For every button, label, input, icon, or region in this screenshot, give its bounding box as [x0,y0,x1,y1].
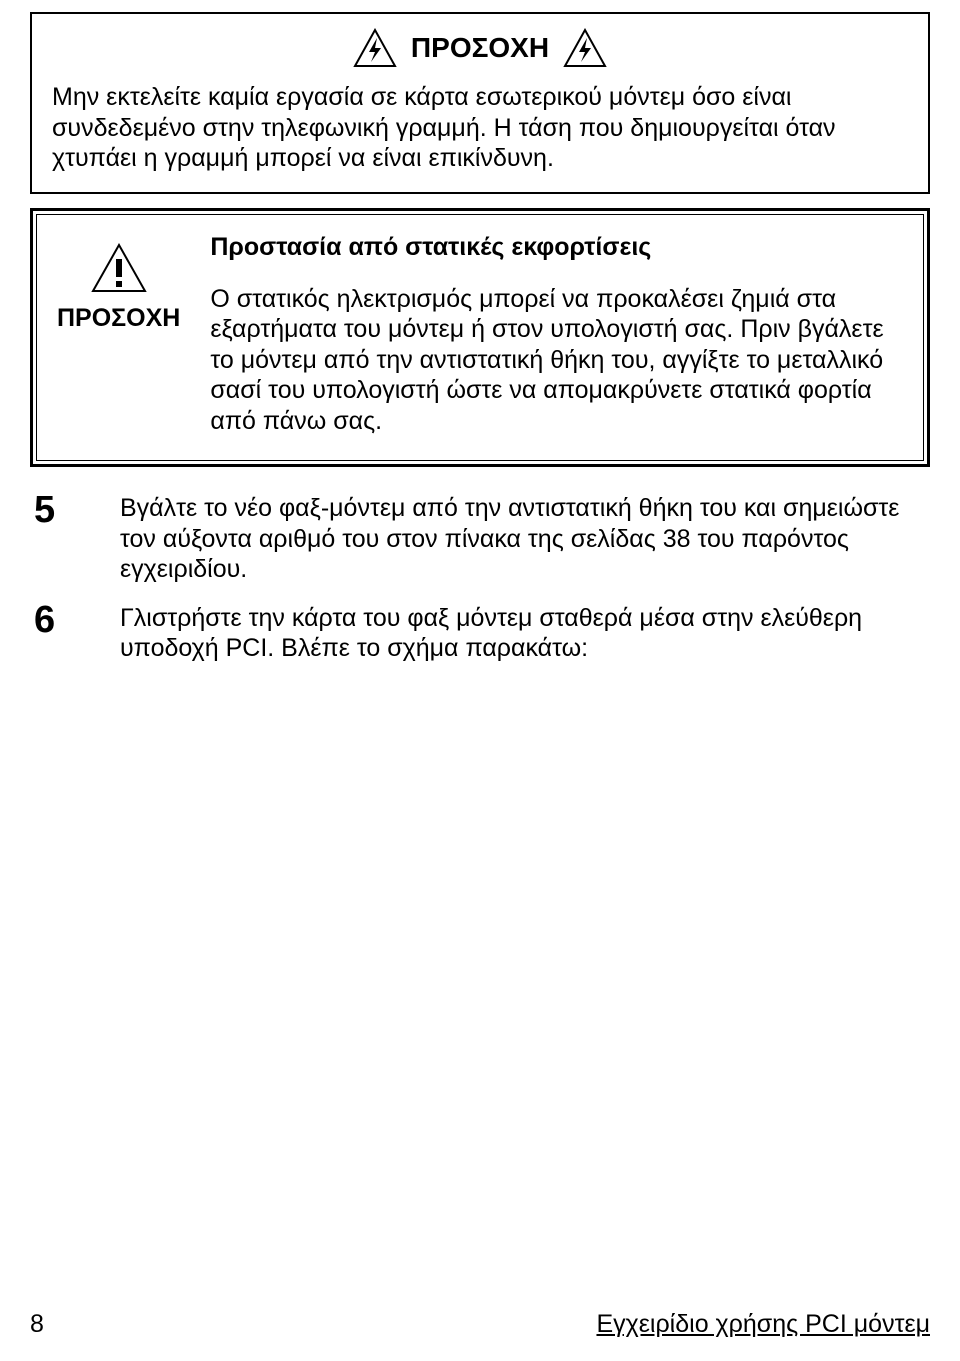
page-footer: 8 Εγχειρίδιο χρήσης PCI μόντεμ [30,1310,930,1339]
step-row: 6 Γλιστρήστε την κάρτα του φαξ μόντεμ στ… [34,601,926,664]
caution-icon-column: ΠΡΟΣΟΧΗ [57,233,180,333]
lightning-triangle-icon [563,28,607,68]
steps-list: 5 Βγάλτε το νέο φαξ-μόντεμ από την αντισ… [30,491,930,664]
warning-header: ΠΡΟΣΟΧΗ [52,28,908,68]
caution-heading: Προστασία από στατικές εκφορτίσεις [210,233,903,262]
step-number: 5 [34,491,62,529]
step-text: Βγάλτε το νέο φαξ-μόντεμ από την αντιστα… [120,491,926,585]
caution-text-column: Προστασία από στατικές εκφορτίσεις Ο στα… [210,233,903,437]
warning-body-text: Μην εκτελείτε καμία εργασία σε κάρτα εσω… [52,82,908,174]
step-row: 5 Βγάλτε το νέο φαξ-μόντεμ από την αντισ… [34,491,926,585]
caution-label: ΠΡΟΣΟΧΗ [57,304,180,333]
footer-page-number: 8 [30,1310,44,1339]
warning-box-voltage: ΠΡΟΣΟΧΗ Μην εκτελείτε καμία εργασία σε κ… [30,12,930,194]
lightning-triangle-icon [353,28,397,68]
footer-document-title: Εγχειρίδιο χρήσης PCI μόντεμ [596,1310,930,1339]
warning-title: ΠΡΟΣΟΧΗ [411,32,549,64]
warning-box-static-outer: ΠΡΟΣΟΧΗ Προστασία από στατικές εκφορτίσε… [30,208,930,468]
caution-body-text: Ο στατικός ηλεκτρισμός μπορεί να προκαλέ… [210,284,903,437]
caution-triangle-icon [91,243,147,298]
warning-box-static-inner: ΠΡΟΣΟΧΗ Προστασία από στατικές εκφορτίσε… [36,214,924,462]
step-text: Γλιστρήστε την κάρτα του φαξ μόντεμ σταθ… [120,601,926,664]
step-number: 6 [34,601,62,639]
